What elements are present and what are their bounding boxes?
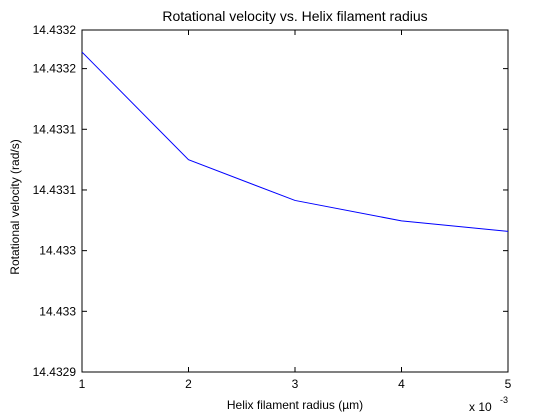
x-axis-multiplier: x 10 -3 [469,395,508,414]
y-axis-label: Rotational velocity (rad/s) [8,139,22,274]
plot-area-frame [81,29,509,373]
x-tick-label: 1 [79,377,86,391]
series-line [81,51,509,232]
x-tick-label: 4 [398,377,405,391]
x-axis-multiplier-base: x 10 [469,400,492,414]
y-tick-label: 14.433 [39,244,76,258]
x-axis-multiplier-exponent: -3 [500,395,508,405]
y-tick-label: 14.4329 [33,365,77,379]
x-tick-label: 3 [292,377,299,391]
chart-title: Rotational velocity vs. Helix filament r… [162,8,427,24]
y-tick-label: 14.433 [39,304,76,318]
y-tick-label: 14.4331 [33,183,77,197]
y-tick-label: 14.4332 [33,23,77,37]
x-tick-label: 2 [185,377,192,391]
y-tick-label: 14.4331 [33,122,77,136]
x-tick-label: 5 [505,377,512,391]
y-tick-label: 14.4332 [33,62,77,76]
x-axis-label: Helix filament radius (µm) [227,398,363,412]
